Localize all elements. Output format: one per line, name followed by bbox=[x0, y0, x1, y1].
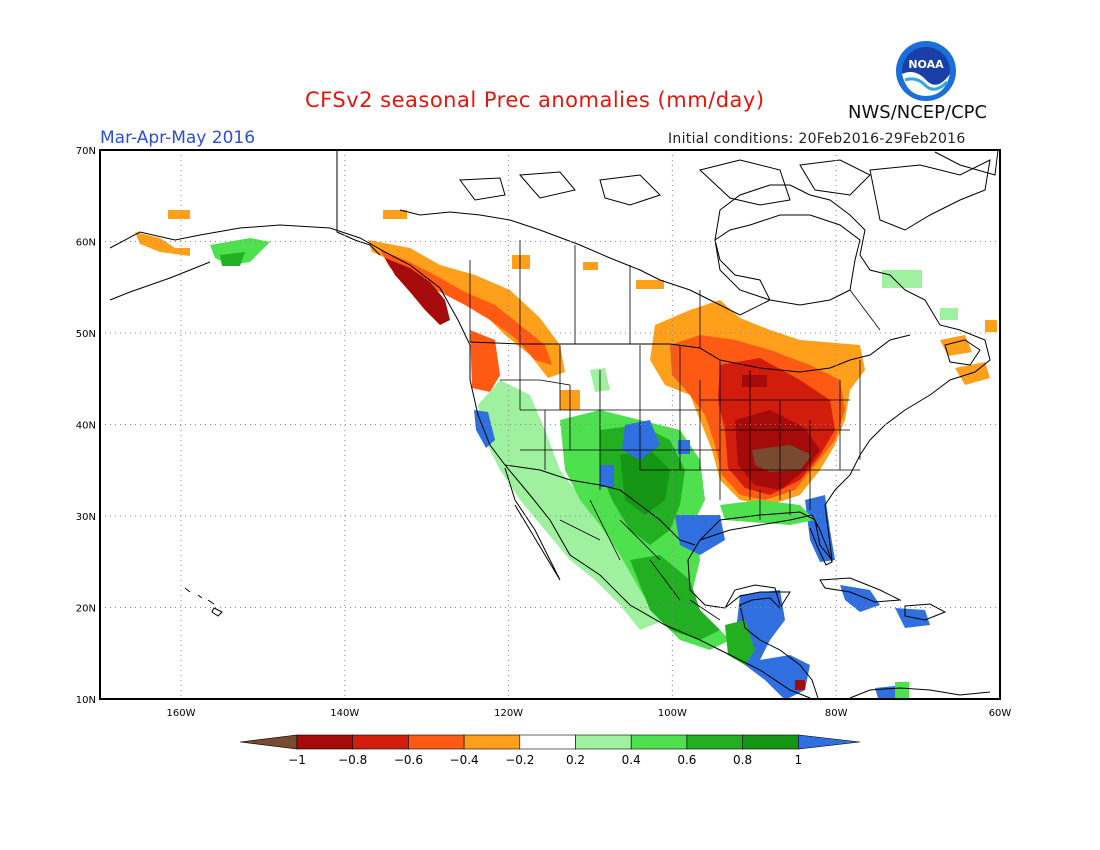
colorbar-segment bbox=[408, 734, 465, 750]
lat-label: 50N bbox=[76, 329, 96, 340]
lon-label: 100W bbox=[658, 708, 687, 719]
anomaly-southeast-green bbox=[720, 500, 815, 525]
colorbar-segment bbox=[575, 734, 632, 750]
lat-label: 40N bbox=[76, 421, 96, 432]
anomaly-oregon-coast bbox=[470, 330, 500, 392]
us-mexico-border bbox=[504, 464, 696, 546]
hawaii-islands bbox=[184, 587, 223, 617]
anomaly-bc-coast-darkred bbox=[385, 258, 450, 325]
map-gridlines bbox=[100, 150, 1000, 699]
south-america-edge bbox=[849, 687, 991, 699]
lon-label: 120W bbox=[494, 708, 523, 719]
map-title: CFSv2 seasonal Prec anomalies (mm/day) bbox=[305, 88, 765, 112]
anomaly-tn-extreme bbox=[752, 445, 812, 472]
map-frame bbox=[99, 149, 1001, 700]
colorbar-segment bbox=[686, 734, 743, 750]
lat-label: 10N bbox=[76, 695, 96, 706]
anomaly-ns-orange bbox=[955, 362, 990, 385]
mexico-state-borders bbox=[559, 499, 721, 621]
colorbar-segment bbox=[463, 734, 521, 750]
florida-outline bbox=[809, 514, 833, 566]
lat-label: 70N bbox=[76, 146, 96, 157]
lon-label: 140W bbox=[330, 708, 359, 719]
anomaly-ak-green2 bbox=[220, 252, 245, 266]
colorbar-tick-label: −0.8 bbox=[338, 753, 367, 767]
us-canada-border bbox=[469, 334, 911, 373]
lon-label: 60W bbox=[989, 708, 1012, 719]
colorbar-right-arrow bbox=[797, 734, 861, 750]
colorbar-segment bbox=[352, 734, 409, 750]
season-label: Mar-Apr-May 2016 bbox=[100, 128, 256, 148]
colorbar-tick-label: 0.2 bbox=[566, 753, 585, 767]
colorbar-segment bbox=[742, 734, 799, 750]
colorbar-tick-label: −0.6 bbox=[394, 753, 423, 767]
anomaly-gulf-blue bbox=[675, 515, 725, 555]
hudson-bay bbox=[714, 214, 861, 306]
anomaly-quebec-green bbox=[882, 270, 922, 288]
longitude-labels: 160W 140W 120W 100W 80W 60W bbox=[167, 708, 1012, 719]
colorbar-tick-label: −0.2 bbox=[505, 753, 534, 767]
colorbar-tick-label: −1 bbox=[288, 753, 306, 767]
lat-label: 30N bbox=[76, 512, 96, 523]
greenland-edge bbox=[934, 149, 999, 176]
colorbar-tick-label: 1 bbox=[794, 753, 802, 767]
cuba-outline bbox=[819, 577, 902, 603]
canada-province-borders bbox=[469, 240, 881, 348]
latitude-labels: 70N 60N 50N 40N 30N 20N 10N bbox=[76, 146, 96, 706]
anomaly-canada-orange2 bbox=[583, 262, 598, 270]
lat-label: 20N bbox=[76, 604, 96, 615]
colorbar-segment bbox=[519, 734, 576, 750]
geography-outlines bbox=[109, 149, 999, 699]
anomaly-canada-orange1 bbox=[512, 255, 530, 269]
anomaly-sa-green bbox=[895, 682, 909, 698]
anomaly-yukon-spot bbox=[383, 210, 407, 219]
anomaly-florida-blue bbox=[805, 495, 835, 562]
arctic-islands bbox=[459, 159, 991, 231]
alaska-canada-border bbox=[336, 150, 381, 256]
gulf-coast bbox=[699, 514, 813, 541]
lon-label: 160W bbox=[167, 708, 196, 719]
colorbar-tick-label: 0.4 bbox=[622, 753, 641, 767]
anomaly-ca-blue bbox=[474, 410, 495, 448]
colorbar-tick-label: −0.4 bbox=[450, 753, 479, 767]
colorbar-segment bbox=[630, 734, 688, 750]
anomaly-lab-orange bbox=[985, 320, 997, 332]
anomaly-mexico-green bbox=[630, 555, 720, 640]
hispaniola-outline bbox=[904, 603, 947, 621]
anomaly-ak-west-spot bbox=[168, 210, 190, 219]
anomaly-quebec-green2 bbox=[940, 308, 958, 320]
anomaly-ks-blue bbox=[678, 440, 690, 454]
initial-conditions-label: Initial conditions: 20Feb2016-29Feb2016 bbox=[668, 131, 966, 147]
north-america-coastline bbox=[109, 184, 991, 699]
colorbar-left-arrow bbox=[239, 734, 298, 750]
lon-label: 80W bbox=[825, 708, 848, 719]
us-state-borders bbox=[500, 345, 861, 520]
anomaly-ca-green bbox=[725, 620, 755, 665]
anomaly-nm-blue bbox=[600, 465, 614, 487]
anomaly-ak-sw bbox=[135, 232, 190, 256]
logo-text: NOAA bbox=[908, 58, 944, 71]
yucatan-outline bbox=[724, 584, 781, 609]
precip-anomaly-field bbox=[135, 210, 997, 700]
anomaly-west-green-light bbox=[478, 380, 665, 630]
anomaly-minn-strong bbox=[742, 375, 767, 387]
agency-label: NWS/NCEP/CPC bbox=[848, 102, 988, 123]
anomaly-ca-red bbox=[795, 680, 805, 690]
lat-label: 60N bbox=[76, 238, 96, 249]
anomaly-canada-orange3 bbox=[636, 280, 664, 289]
noaa-logo: NOAA bbox=[896, 41, 956, 101]
anomaly-central-america-blue bbox=[735, 590, 810, 700]
colorbar-tick-label: 0.6 bbox=[677, 753, 696, 767]
baja-outline bbox=[504, 467, 561, 581]
colorbar: −1 −0.8 −0.6 −0.4 −0.2 0.2 0.4 0.6 0.8 1 bbox=[239, 734, 861, 767]
newfoundland bbox=[944, 339, 981, 366]
colorbar-segment bbox=[296, 734, 354, 750]
aleutians bbox=[109, 261, 211, 301]
anomaly-plains-strong bbox=[620, 450, 670, 515]
colorbar-tick-label: 0.8 bbox=[733, 753, 752, 767]
